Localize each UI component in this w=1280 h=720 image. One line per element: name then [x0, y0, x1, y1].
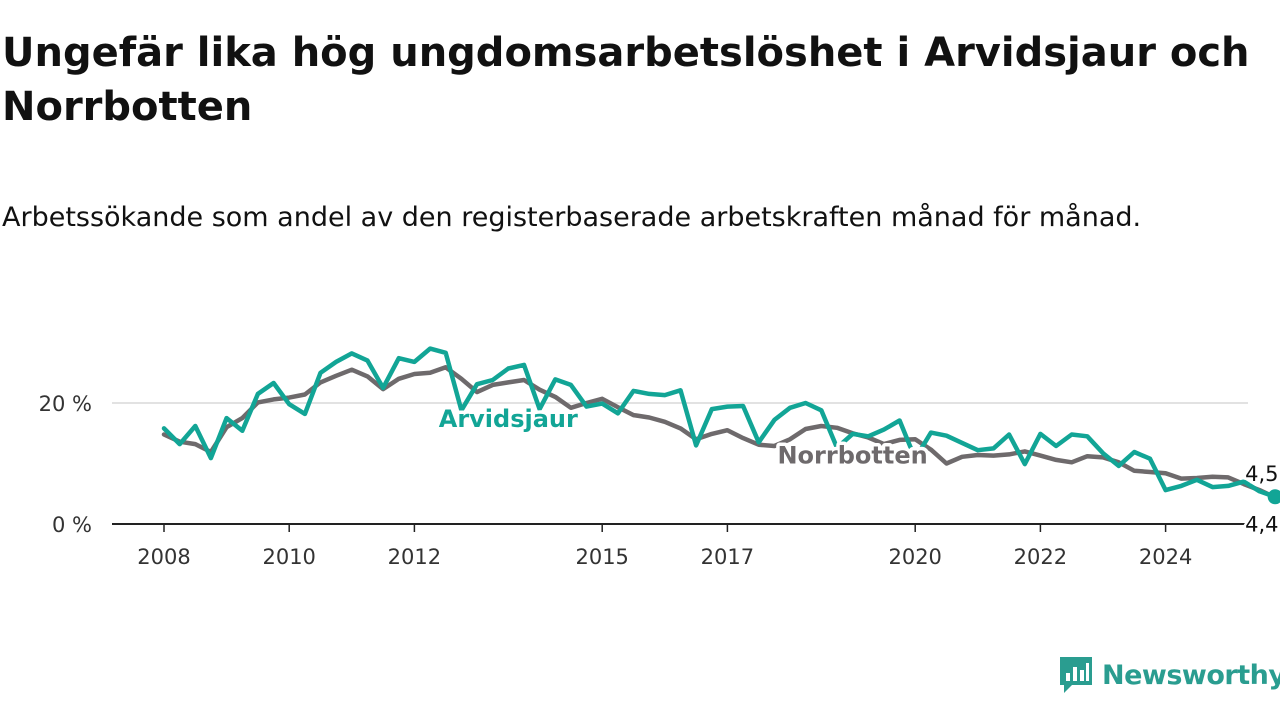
x-tick-label: 2017 — [701, 545, 754, 569]
norrbotten-line — [161, 365, 1278, 500]
x-tick-label: 2015 — [575, 545, 628, 569]
y-tick-label: 0 % — [52, 513, 92, 537]
x-tick-label: 2008 — [137, 545, 190, 569]
arvidsjaur-series-label: Arvidsjaur — [439, 405, 578, 433]
x-axis: 2008 2010 2012 2015 2017 2020 2022 2024 — [137, 524, 1192, 569]
grid-lines — [112, 402, 1248, 525]
newsworthy-logo-text: Newsworthy — [1102, 659, 1280, 691]
y-axis: 0 % 20 % — [39, 392, 92, 537]
norrbotten-end-value: 4,4 % — [1245, 512, 1280, 536]
x-tick-label: 2024 — [1139, 545, 1192, 569]
x-tick-label: 2010 — [262, 545, 315, 569]
arvidsjaur-line — [161, 346, 1278, 500]
x-tick-label: 2012 — [388, 545, 441, 569]
newsworthy-logo-icon — [1060, 657, 1092, 693]
arvidsjaur-end-value: 4,5 % — [1245, 462, 1280, 486]
series-labels: 4,5 % 4,4 % Arvidsjaur Norrbotten — [435, 402, 1280, 539]
series-lines — [161, 346, 1278, 500]
arvidsjaur-end-point — [1267, 489, 1280, 505]
newsworthy-logo: Newsworthy — [1058, 654, 1280, 696]
chart-subtitle: Arbetssökande som andel av den registerb… — [2, 202, 1142, 233]
x-tick-label: 2020 — [888, 545, 941, 569]
x-tick-label: 2022 — [1014, 545, 1067, 569]
norrbotten-series-label: Norrbotten — [777, 442, 927, 470]
chart-title: Ungefär lika hög ungdomsarbetslöshet i A… — [2, 30, 1250, 130]
y-tick-label: 20 % — [39, 392, 92, 416]
